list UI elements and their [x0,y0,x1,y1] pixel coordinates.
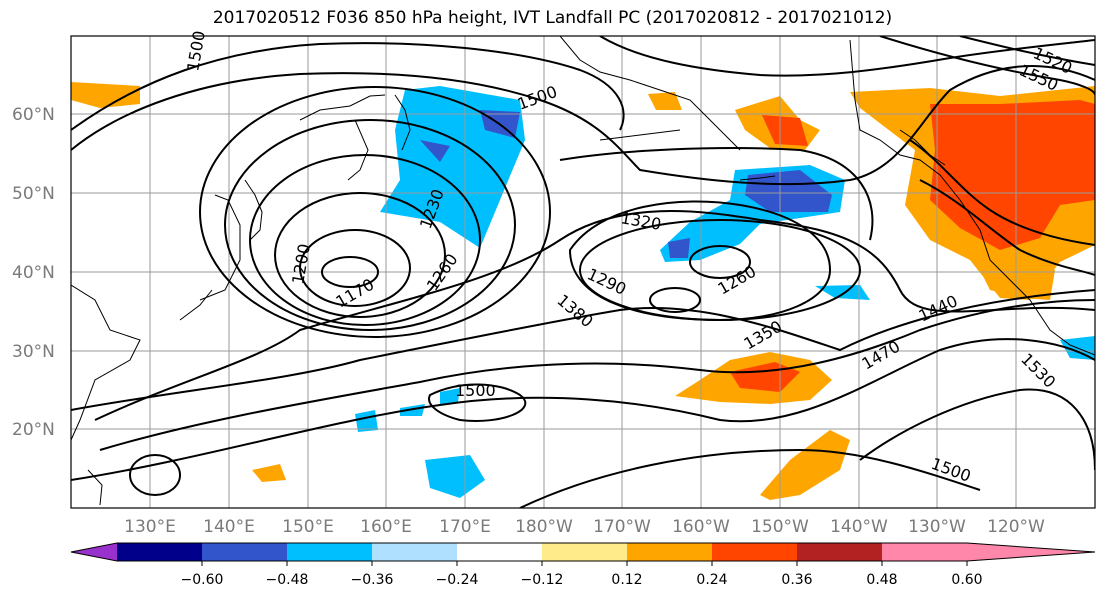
contour-line [519,448,981,508]
colorbar-tick-label: 0.60 [951,572,982,588]
lon-label: 150°E [282,517,334,537]
colorbar-bin [797,543,882,561]
lon-label: 160°E [360,517,412,537]
lat-label: 60°N [12,105,55,125]
colorbar-extend-low [71,543,117,561]
colorbar-bin [627,543,712,561]
contour-line [199,86,551,338]
colorbar: −0.60 −0.48 −0.36 −0.24 −0.12 0.12 0.24 … [70,542,1096,588]
graticule [71,36,1095,508]
shade-negative [440,388,460,404]
shade-positive-strong [762,115,808,146]
contour-line [568,200,832,322]
contour-line [689,245,751,279]
colorbar-tick-label: −0.36 [351,572,394,588]
lon-label: 140°E [203,517,255,537]
lon-label: 130°E [124,517,176,537]
contour-line [959,36,1095,66]
contour-line [129,454,181,496]
shade-positive [648,92,682,110]
lat-label: 40°N [12,263,55,283]
latitude-labels: 60°N 50°N 40°N 30°N 20°N [12,105,55,440]
colorbar-bin [287,543,372,561]
lon-label: 170°W [593,517,651,537]
longitude-labels: 130°E 140°E 150°E 160°E 170°E 180°W 170°… [124,517,1045,537]
contour-label: 1500 [455,381,496,400]
colorbar-bin [712,543,797,561]
contour-line [71,338,1095,481]
shade-positive [760,430,850,500]
colorbar-tick-label: −0.60 [181,572,224,588]
contour-line [99,299,1095,451]
contour-line [299,229,411,307]
map-title: 2017020512 F036 850 hPa height, IVT Land… [212,8,893,28]
contour-line [71,42,625,131]
colorbar-extend-high [967,543,1095,561]
lon-label: 170°E [439,517,491,537]
shade-positive [252,464,286,482]
shade-positive [71,82,140,108]
colorbar-tick-label: 0.36 [781,572,812,588]
colorbar-bin [372,543,457,561]
colorbar-outline [70,542,1096,562]
shade-negative [425,455,485,498]
colorbar-bin [457,543,542,561]
contour-line [274,192,446,318]
colorbar-tick-label: 0.12 [611,572,642,588]
lat-label: 50°N [12,184,55,204]
map-frame [70,35,1096,509]
shade-negative [815,285,870,300]
contour-line [249,154,481,326]
colorbar-tick-label: −0.48 [266,572,309,588]
contour-line [599,36,1095,77]
contour-line [649,287,701,313]
lon-label: 150°W [751,517,809,537]
colorbar-ticks [201,561,968,566]
colorbar-bin [202,543,287,561]
shade-negative-strong [745,170,832,212]
colorbar-bin [882,543,967,561]
contour-line [559,147,874,241]
contour-line [71,65,1095,186]
contour-line [428,383,527,422]
shade-positive [975,260,1055,300]
height-contours [71,36,1095,508]
contour-line [859,388,1095,471]
lon-label: 160°W [672,517,730,537]
colorbar-tick-label: −0.24 [436,572,479,588]
shade-negative-strong [668,238,690,258]
lon-label: 120°W [987,517,1045,537]
contour-line [909,139,1095,246]
contour-line [94,210,1095,421]
shade-negative [355,410,378,432]
contour-line [879,36,1095,96]
colorbar-tick-label: 0.48 [866,572,897,588]
colorbar-bin [542,543,627,561]
lon-label: 140°W [830,517,888,537]
coastlines [71,36,1095,506]
ivt-shading [71,82,1095,500]
contour-line [71,289,1095,411]
colorbar-tick-label: −0.12 [521,572,564,588]
lon-label: 180°W [515,517,573,537]
contour-line [321,256,379,288]
lon-label: 130°W [908,517,966,537]
contour-line [919,179,1095,276]
contour-line [224,119,516,331]
colorbar-bin [117,543,202,561]
colorbar-tick-label: 0.24 [696,572,727,588]
lat-label: 20°N [12,420,55,440]
shade-negative-strong [420,140,450,162]
lat-label: 30°N [12,342,55,362]
